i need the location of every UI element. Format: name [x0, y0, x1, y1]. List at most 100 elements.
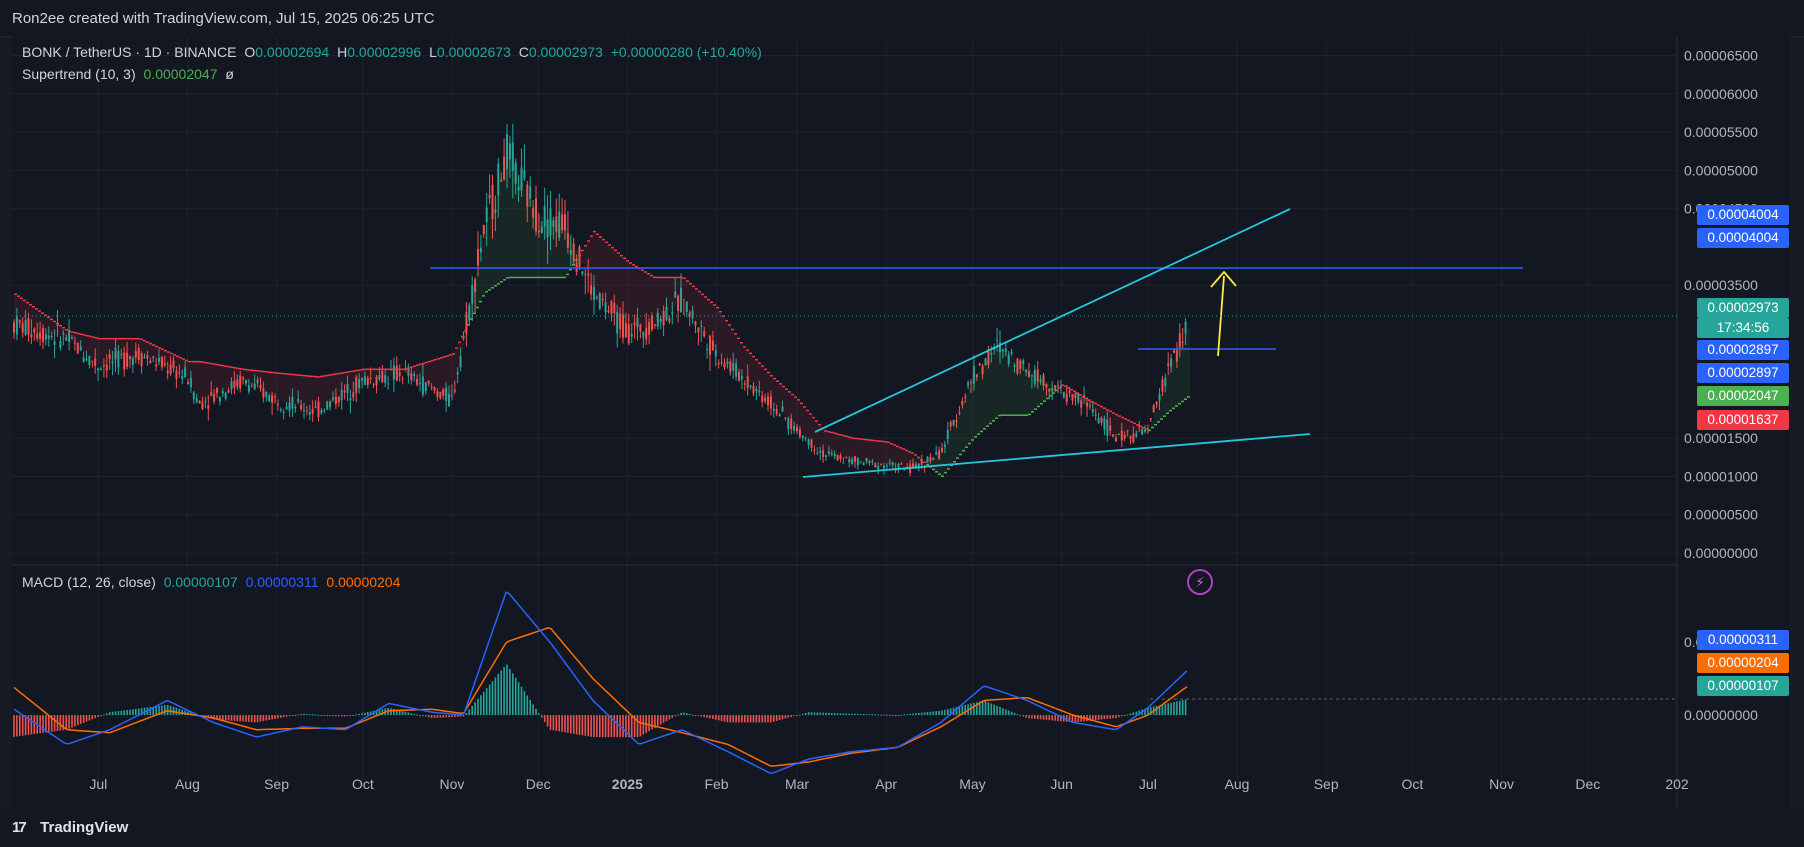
- supertrend-fill: [818, 424, 821, 450]
- macd-legend[interactable]: MACD (12, 26, close) 0.00000107 0.000003…: [22, 574, 400, 590]
- macd-hist-bar: [976, 702, 978, 716]
- supertrend-fill: [440, 357, 443, 394]
- candle-body: [1132, 433, 1135, 442]
- supertrend-fill: [1100, 406, 1103, 419]
- supertrend-fill: [641, 270, 644, 328]
- supertrend-fill: [833, 433, 836, 457]
- macd-hist-bar: [158, 705, 160, 716]
- supertrend-fill: [1172, 360, 1175, 409]
- supertrend-fill: [488, 216, 491, 290]
- candle-body: [990, 352, 993, 355]
- macd-hist-bar: [454, 715, 456, 717]
- candle-body: [1097, 418, 1100, 424]
- supertrend-fill: [137, 338, 140, 355]
- supertrend-fill: [275, 372, 278, 400]
- supertrend-fill: [1070, 389, 1073, 396]
- candle-body: [830, 453, 833, 455]
- macd-hist-bar: [642, 715, 645, 735]
- macd-hist-bar: [877, 714, 879, 716]
- supertrend-fill: [761, 366, 764, 395]
- candle-body: [1048, 388, 1051, 392]
- upper-trendline[interactable]: [814, 208, 1291, 433]
- time-tick-label: Aug: [1225, 776, 1250, 792]
- macd-hist-bar: [503, 666, 505, 716]
- macd-hist-bar: [242, 715, 244, 722]
- candle-body: [317, 401, 320, 418]
- macd-hist-bar: [1025, 715, 1027, 718]
- candle-body: [433, 387, 436, 391]
- macd-hist-bar: [161, 705, 163, 716]
- candle-body: [761, 395, 764, 402]
- macd-hist-bar: [88, 715, 91, 721]
- candle-body: [929, 457, 932, 461]
- supertrend-fill: [857, 438, 860, 462]
- supertrend-fill: [158, 347, 161, 364]
- macd-hist-bar: [1089, 715, 1091, 721]
- supertrend-fill: [248, 369, 251, 385]
- macd-hist-bar: [364, 712, 366, 716]
- time-axis[interactable]: Jul Aug Sep Oct Nov Dec 2025 Feb Mar Apr May Jun Jul…: [89, 776, 1689, 792]
- candle-body: [198, 400, 201, 404]
- candle-body: [181, 375, 184, 379]
- supertrend-fill: [302, 375, 305, 408]
- candle-body: [189, 378, 192, 388]
- supertrend-legend[interactable]: Supertrend (10, 3) 0.00002047 ø: [22, 66, 234, 82]
- supertrend-fill: [905, 450, 908, 468]
- target-arrow-head[interactable]: [1210, 270, 1237, 288]
- supertrend-label[interactable]: Supertrend (10, 3): [22, 66, 136, 82]
- candle-body: [1080, 400, 1083, 408]
- macd-hist-bar: [596, 715, 598, 738]
- drawings[interactable]: [430, 208, 1523, 478]
- candle-body: [880, 463, 883, 465]
- candle-body: [271, 394, 274, 403]
- macd-hist-bar: [224, 715, 227, 721]
- macd-hist-bar: [280, 715, 282, 718]
- candle-body: [682, 313, 685, 315]
- macd-hist-bar: [947, 709, 949, 716]
- candle-body: [207, 405, 210, 409]
- candle-body: [387, 383, 390, 385]
- macd-hist-bar: [662, 715, 665, 723]
- candle-body: [68, 329, 71, 343]
- supertrend-fill: [491, 206, 494, 288]
- macd-hist-bar: [854, 713, 856, 716]
- macd-label[interactable]: MACD (12, 26, close): [22, 574, 156, 590]
- supertrend-fill: [446, 355, 449, 397]
- bolt-icon[interactable]: ⚡: [1187, 569, 1213, 595]
- macd-hist-bar: [230, 715, 233, 721]
- candle-body: [236, 379, 239, 387]
- candle-body: [769, 396, 772, 409]
- chart-area[interactable]: 0.00006500 0.00006000 0.00005500 0.00005000…: [12, 36, 1790, 808]
- macd-hist-bar: [233, 715, 236, 721]
- candle-body: [793, 425, 796, 431]
- macd-hist-bar: [268, 715, 270, 720]
- supertrend-fill: [227, 366, 230, 389]
- time-tick-label: Nov: [1489, 776, 1514, 792]
- macd-hist-bar: [570, 715, 572, 734]
- symbol-label[interactable]: BONK / TetherUS · 1D · BINANCE: [22, 44, 237, 60]
- candle-body: [485, 207, 488, 223]
- chart-canvas[interactable]: 0.00006500 0.00006000 0.00005500 0.00005000…: [12, 36, 1790, 808]
- supertrend-fill: [965, 395, 968, 448]
- supertrend-upper-badge: 0.00001637: [1697, 410, 1789, 430]
- candle-body: [523, 170, 526, 179]
- supertrend-fill: [743, 346, 746, 378]
- candle-body: [384, 375, 387, 383]
- candle-body: [216, 388, 218, 393]
- macd-hist-bar: [251, 715, 253, 723]
- macd-hist-bar: [439, 715, 442, 718]
- candle-body: [810, 439, 813, 448]
- lower-trendline[interactable]: [802, 433, 1311, 478]
- supertrend-fill: [536, 211, 539, 278]
- candle-body: [192, 392, 195, 400]
- supertrend-fill: [143, 340, 146, 357]
- supertrend-fill: [722, 316, 725, 359]
- candle-body: [546, 219, 549, 238]
- tradingview-logo[interactable]: 17 TradingView: [12, 819, 129, 836]
- macd-hist-bar: [990, 703, 993, 716]
- supertrend-fill: [359, 369, 362, 384]
- candle-body: [946, 429, 949, 439]
- candle-body: [688, 312, 691, 317]
- candle-body: [395, 365, 398, 381]
- price-legend[interactable]: BONK / TetherUS · 1D · BINANCE O0.000026…: [22, 44, 762, 60]
